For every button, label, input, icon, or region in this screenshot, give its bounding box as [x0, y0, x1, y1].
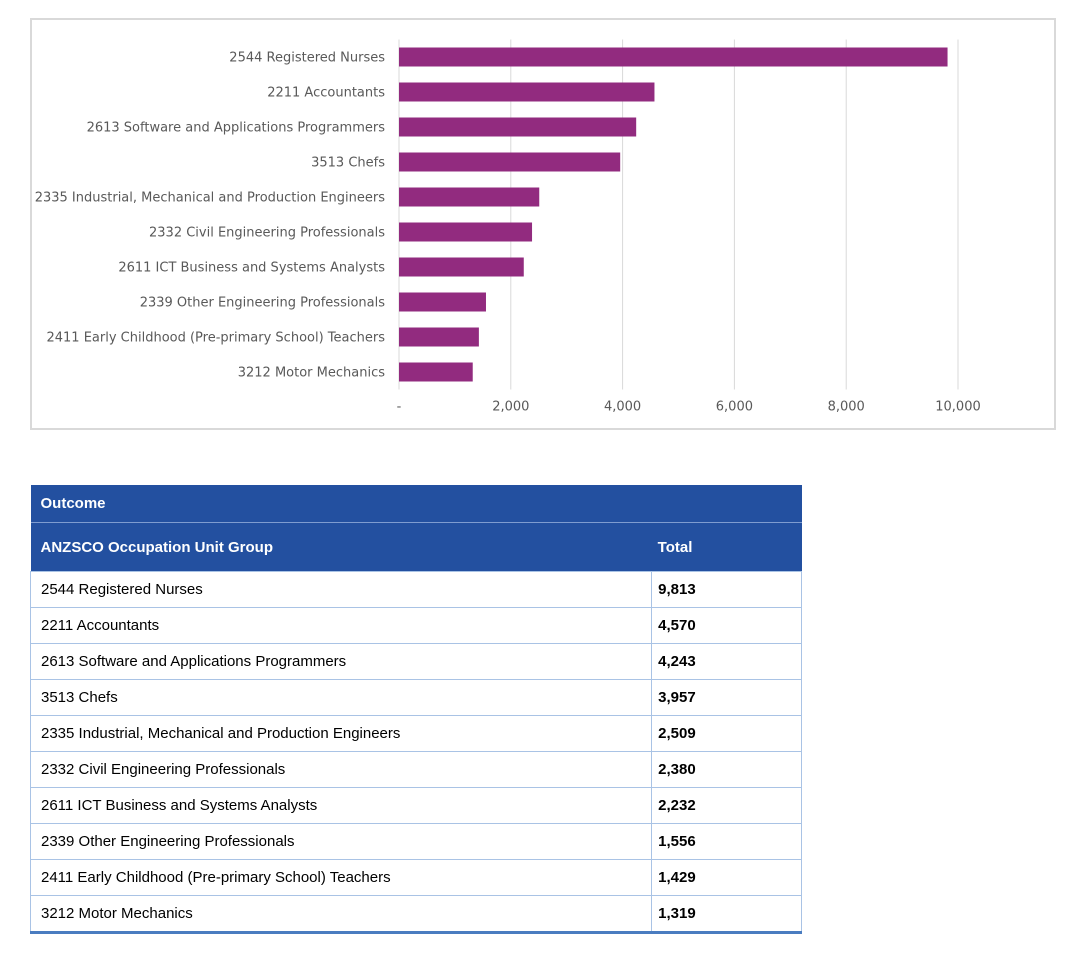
occupation-cell: 2411 Early Childhood (Pre-primary School… — [29, 859, 653, 896]
table-row: 2332 Civil Engineering Professionals 2,38… — [29, 751, 802, 788]
occupation-cell: 2335 Industrial, Mechanical and Producti… — [29, 715, 653, 752]
bar — [399, 47, 948, 67]
bar — [399, 187, 540, 207]
total-cell: 4,243 — [651, 643, 802, 680]
total-cell: 1,319 — [651, 895, 802, 934]
bar-chart: 2544 Registered Nurses 2211 Accountants 26… — [35, 39, 981, 415]
occupation-table: Outcome ANZSCO Occupation Unit Group Tot… — [29, 485, 802, 934]
table-row: 2211 Accountants 4,570 — [29, 607, 802, 644]
occupation-cell: 3513 Chefs — [29, 679, 653, 716]
category-label: 2613 Software and Applications Programme… — [87, 121, 386, 136]
x-tick-label: - — [397, 400, 402, 415]
occupation-cell: 2332 Civil Engineering Professionals — [29, 751, 653, 788]
table-row: 2339 Other Engineering Professionals 1,55… — [29, 823, 802, 860]
bar — [399, 117, 637, 137]
occupation-cell: 3212 Motor Mechanics — [29, 895, 653, 934]
table-row: 2544 Registered Nurses 9,813 — [29, 571, 802, 608]
total-cell: 2,509 — [651, 715, 802, 752]
table-row: 2611 ICT Business and Systems Analysts 2,… — [29, 787, 802, 824]
bar — [399, 82, 655, 102]
bar — [399, 292, 486, 312]
occupation-cell: 2339 Other Engineering Professionals — [29, 823, 653, 860]
category-label: 2544 Registered Nurses — [229, 51, 385, 66]
x-tick-label: 6,000 — [716, 400, 753, 415]
bar-chart-panel: 2544 Registered Nurses 2211 Accountants 26… — [30, 18, 1056, 430]
category-label: 2335 Industrial, Mechanical and Producti… — [35, 191, 386, 206]
category-label: 3212 Motor Mechanics — [238, 366, 385, 381]
x-tick-label: 8,000 — [828, 400, 865, 415]
total-cell: 1,556 — [651, 823, 802, 860]
total-cell: 3,957 — [651, 679, 802, 716]
x-tick-label: 2,000 — [492, 400, 529, 415]
total-column-header: Total — [651, 522, 802, 572]
x-tick-label: 10,000 — [935, 400, 981, 415]
x-tick-label: 4,000 — [604, 400, 641, 415]
bar — [399, 327, 479, 347]
occupation-cell: 2211 Accountants — [29, 607, 653, 644]
table-header-row: ANZSCO Occupation Unit Group Total — [30, 522, 802, 572]
occupation-cell: 2611 ICT Business and Systems Analysts — [29, 787, 653, 824]
total-cell: 2,232 — [651, 787, 802, 824]
table-row: 2613 Software and Applications Programme… — [29, 643, 802, 680]
category-label: 2339 Other Engineering Professionals — [140, 296, 386, 311]
table-row: 2411 Early Childhood (Pre-primary School… — [29, 859, 802, 896]
bar — [399, 257, 524, 277]
table-body: 2544 Registered Nurses 9,813 2211 Accounta… — [29, 571, 802, 934]
occupation-column-header: ANZSCO Occupation Unit Group — [30, 522, 652, 572]
total-cell: 2,380 — [651, 751, 802, 788]
table-group-header-row: Outcome — [30, 485, 802, 523]
category-label: 2411 Early Childhood (Pre-primary School… — [46, 331, 385, 346]
total-cell: 4,570 — [651, 607, 802, 644]
category-label: 2611 ICT Business and Systems Analysts — [118, 261, 385, 276]
table-row: 3212 Motor Mechanics 1,319 — [29, 895, 802, 934]
total-cell: 9,813 — [651, 571, 802, 608]
outcome-header: Outcome — [30, 485, 802, 523]
category-label: 3513 Chefs — [311, 156, 385, 171]
category-label: 2211 Accountants — [267, 86, 385, 101]
category-label: 2332 Civil Engineering Professionals — [149, 226, 385, 241]
occupation-cell: 2544 Registered Nurses — [29, 571, 653, 608]
bar — [399, 152, 621, 172]
total-cell: 1,429 — [651, 859, 802, 896]
table-row: 3513 Chefs 3,957 — [29, 679, 802, 716]
bar — [399, 222, 533, 242]
table-row: 2335 Industrial, Mechanical and Producti… — [29, 715, 802, 752]
bar — [399, 362, 473, 382]
occupation-cell: 2613 Software and Applications Programme… — [29, 643, 653, 680]
